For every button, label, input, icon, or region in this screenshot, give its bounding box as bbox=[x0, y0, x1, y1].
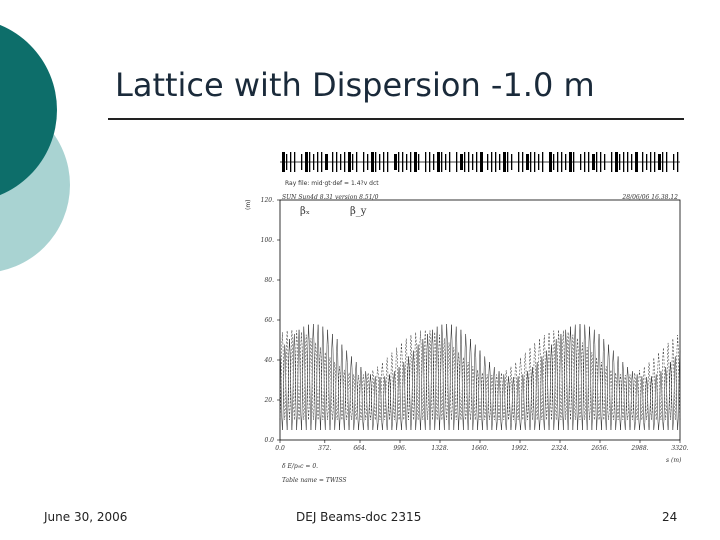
title-underline bbox=[108, 118, 684, 120]
x-tick-label: 2988. bbox=[630, 445, 648, 452]
y-tick-label: 60. bbox=[264, 317, 274, 324]
x-tick-label: 664. bbox=[353, 445, 366, 452]
x-tick-label: 1328. bbox=[431, 445, 448, 452]
plot-footer-table: Table name = TWISS bbox=[282, 477, 347, 484]
x-tick-label: 1660. bbox=[471, 445, 488, 452]
y-tick-label: 20. bbox=[263, 397, 274, 404]
plot-header-right: 28/06/06 16.38.12 bbox=[621, 194, 678, 201]
legend-beta-y: β_y bbox=[350, 206, 367, 217]
x-tick-label: 2324. bbox=[550, 445, 568, 452]
footer-page-number: 24 bbox=[662, 510, 678, 524]
footer-doc-ref: DEJ Beams-doc 2315 bbox=[296, 510, 422, 524]
plot-header-left: SUN Sun4d 8.31 version 8.51/0 bbox=[282, 194, 379, 201]
x-tick-label: 1992. bbox=[511, 445, 528, 452]
y-tick-label: 40. bbox=[263, 357, 274, 364]
x-tick-label: 2656. bbox=[590, 445, 608, 452]
x-axis: 0.0 372. 664. 996. 1328. 1660. 1992. 2324. 2656.… bbox=[275, 440, 689, 452]
decorative-circles bbox=[0, 24, 70, 272]
x-axis-unit: s (m) bbox=[666, 457, 682, 464]
y-axis: 0.0 20. 40. 60. 80. 100. 120. bbox=[261, 197, 280, 444]
y-axis-unit: (m) bbox=[245, 199, 252, 210]
y-tick-label: 80. bbox=[264, 277, 274, 284]
plot-footer-delta: δ E/p₀c = 0. bbox=[282, 463, 318, 470]
x-tick-label: 372. bbox=[318, 445, 331, 452]
y-tick-label: 120. bbox=[261, 197, 274, 204]
plot-frame bbox=[279, 199, 681, 441]
dark-teal-circle bbox=[0, 24, 57, 196]
x-tick-label: 996. bbox=[393, 445, 406, 452]
legend-beta-x: βₓ bbox=[300, 206, 310, 217]
plot-header-line: Ray file: mid·gt·def = 1.4?v dct bbox=[285, 180, 379, 187]
y-tick-label: 100. bbox=[261, 237, 274, 244]
twiss-plot: Ray file: mid·gt·def = 1.4?v dct SUN Sun… bbox=[245, 152, 689, 484]
slide-title: Lattice with Dispersion -1.0 m bbox=[115, 66, 595, 104]
footer-date: June 30, 2006 bbox=[44, 510, 128, 524]
x-tick-label: 3320. bbox=[671, 445, 688, 452]
x-tick-label: 0.0 bbox=[275, 445, 285, 452]
curves bbox=[279, 323, 681, 431]
series-line-beta-y bbox=[279, 329, 681, 421]
y-tick-label: 0.0 bbox=[264, 437, 274, 444]
series-line-beta-x bbox=[279, 323, 681, 431]
